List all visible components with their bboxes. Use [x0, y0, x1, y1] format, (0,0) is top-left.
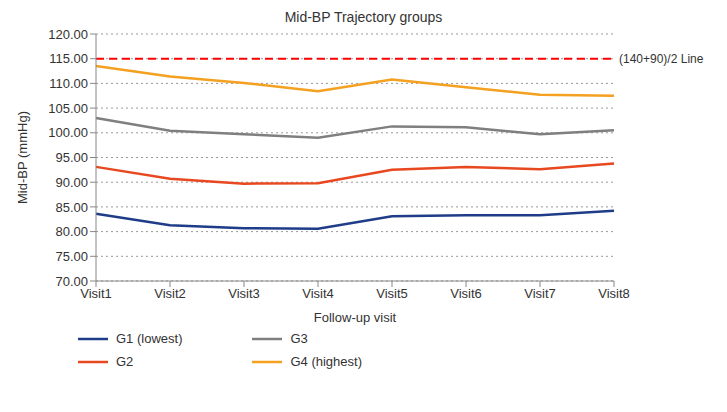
html-text:G4 (highest): G4 (highest) [290, 354, 362, 369]
svg-text:Visit7: Visit7 [524, 286, 556, 301]
svg-text:105.00: 105.00 [48, 101, 88, 116]
html-text:G1 (lowest): G1 (lowest) [116, 331, 183, 346]
svg-text:Visit5: Visit5 [376, 286, 408, 301]
html-text:G2: G2 [116, 354, 134, 369]
svg-text:95.00: 95.00 [55, 150, 88, 165]
svg-text:90.00: 90.00 [55, 175, 88, 190]
svg-text:(140+90)/2 Line: (140+90)/2 Line [619, 52, 704, 66]
html-text:Mid-BP Trajectory groups: Mid-BP Trajectory groups [284, 9, 443, 25]
svg-text:100.00: 100.00 [48, 125, 88, 140]
svg-text:Visit4: Visit4 [302, 286, 334, 301]
svg-text:Visit2: Visit2 [154, 286, 186, 301]
svg-text:120.00: 120.00 [48, 27, 88, 42]
svg-text:Visit3: Visit3 [228, 286, 260, 301]
svg-text:Mid-BP (mmHg): Mid-BP (mmHg) [15, 111, 30, 204]
svg-text:115.00: 115.00 [49, 51, 88, 66]
svg-text:85.00: 85.00 [55, 200, 88, 215]
html-text:G3: G3 [290, 331, 308, 346]
svg-text:75.00: 75.00 [55, 249, 88, 264]
svg-text:Visit8: Visit8 [598, 286, 630, 301]
svg-text:70.00: 70.00 [55, 274, 88, 289]
svg-text:Follow-up visit: Follow-up visit [314, 310, 397, 325]
svg-text:Visit6: Visit6 [450, 286, 482, 301]
svg-text:Visit1: Visit1 [80, 286, 112, 302]
svg-text:110.00: 110.00 [49, 76, 88, 91]
svg-text:80.00: 80.00 [55, 224, 88, 239]
